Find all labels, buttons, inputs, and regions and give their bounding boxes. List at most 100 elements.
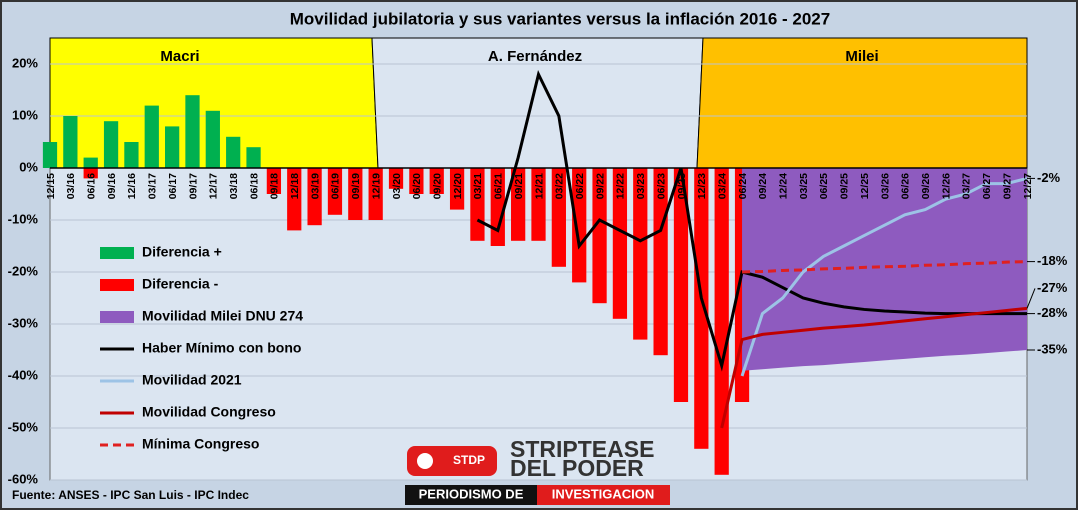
logo-badge-bg: [407, 446, 497, 476]
y-tick-label: -50%: [8, 419, 39, 434]
bar: [694, 168, 709, 449]
bar: [185, 95, 200, 168]
x-tick-label: 09/22: [594, 173, 606, 199]
legend-swatch: [100, 311, 134, 323]
bar: [83, 168, 98, 179]
source: Fuente: ANSES - IPC San Luis - IPC Indec: [12, 488, 249, 502]
x-tick-label: 12/26: [940, 173, 952, 199]
period-label: A. Fernández: [488, 48, 582, 65]
legend-label: Mínima Congreso: [142, 436, 259, 452]
logo-line1: STRIPTEASE: [510, 436, 654, 462]
legend-swatch: [100, 279, 134, 291]
x-tick-label: 09/24: [757, 173, 769, 199]
y-tick-label: -20%: [8, 263, 39, 278]
x-tick-label: 03/18: [228, 173, 240, 199]
bar: [368, 168, 383, 220]
logo-line2: DEL PODER: [510, 455, 644, 481]
bar: [409, 168, 424, 194]
x-tick-label: 03/24: [716, 173, 728, 199]
period-label: Milei: [845, 48, 878, 65]
x-tick-label: 12/17: [208, 173, 220, 199]
end-label: -2%: [1037, 170, 1061, 185]
end-label: -18%: [1037, 253, 1068, 268]
x-tick-label: 06/21: [493, 173, 505, 199]
x-tick-label: 09/18: [269, 173, 281, 199]
logo-tag-bg: [405, 485, 537, 505]
bar: [63, 116, 78, 168]
y-tick-label: 10%: [12, 107, 38, 122]
x-tick-label: 09/21: [513, 173, 525, 199]
x-tick-label: 12/21: [533, 173, 545, 199]
logo-tag-bg2: [537, 485, 670, 505]
bar: [572, 168, 587, 283]
x-tick-label: 03/20: [391, 173, 403, 199]
logo-tagline1: PERIODISMO DE: [419, 486, 524, 501]
x-tick-label: 09/26: [920, 173, 932, 199]
x-tick-label: 12/15: [45, 173, 57, 199]
x-tick-label: 06/27: [981, 173, 993, 199]
bar: [124, 142, 139, 168]
x-tick-label: 12/16: [126, 173, 138, 199]
chart-title: Movilidad jubilatoria y sus variantes ve…: [290, 9, 830, 28]
bar: [165, 126, 180, 168]
area: [742, 168, 1027, 371]
x-tick-label: 12/23: [696, 173, 708, 199]
x-tick-label: 03/25: [798, 173, 810, 199]
x-tick-label: 12/19: [370, 173, 382, 199]
x-tick-label: 09/25: [839, 173, 851, 199]
legend-label: Movilidad 2021: [142, 372, 242, 388]
x-tick-label: 06/25: [818, 173, 830, 199]
x-tick-label: 09/23: [676, 173, 688, 199]
legend-label: Movilidad Milei DNU 274: [142, 308, 303, 324]
legend-label: Haber Mínimo con bono: [142, 340, 301, 356]
end-label: -28%: [1037, 305, 1068, 320]
y-tick-label: -10%: [8, 211, 39, 226]
x-tick-label: 12/22: [615, 173, 627, 199]
bar: [103, 121, 119, 168]
x-tick-label: 03/16: [65, 173, 77, 199]
x-tick-label: 06/24: [737, 173, 749, 199]
y-tick-label: 0%: [19, 159, 38, 174]
x-tick-label: 06/22: [574, 173, 586, 199]
end-label: -35%: [1037, 341, 1068, 356]
legend-label: Movilidad Congreso: [142, 404, 276, 420]
x-tick-label: 09/16: [106, 173, 118, 199]
bar: [348, 168, 363, 220]
bar: [551, 168, 566, 267]
x-tick-label: 12/20: [452, 173, 464, 199]
x-tick-label: 03/26: [879, 173, 891, 199]
x-tick-label: 12/25: [859, 173, 871, 199]
x-tick-label: 06/17: [167, 173, 179, 199]
x-tick-label: 03/22: [554, 173, 566, 199]
x-tick-label: 12/18: [289, 173, 301, 199]
y-tick-label: -40%: [8, 367, 39, 382]
bar: [592, 168, 607, 304]
bar: [144, 105, 159, 168]
line: [742, 260, 1028, 274]
end-label: -27%: [1037, 280, 1068, 295]
x-tick-label: 06/23: [655, 173, 667, 199]
y-tick-label: -60%: [8, 471, 39, 486]
legend-label: Diferencia +: [142, 244, 222, 260]
bar: [42, 142, 58, 168]
bar: [612, 168, 628, 319]
x-tick-label: 03/27: [961, 173, 973, 199]
x-tick-label: 03/23: [635, 173, 647, 199]
x-tick-label: 09/20: [432, 173, 444, 199]
bar: [83, 157, 98, 168]
bar: [307, 168, 322, 226]
x-tick-label: 06/26: [900, 173, 912, 199]
bar: [388, 168, 404, 189]
x-tick-label: 09/17: [187, 173, 199, 199]
x-tick-label: 06/19: [330, 173, 342, 199]
x-tick-label: 12/24: [778, 173, 790, 199]
line: [476, 70, 1027, 372]
y-tick-label: -30%: [8, 315, 39, 330]
x-tick-label: 06/16: [85, 173, 97, 199]
bar: [205, 110, 220, 168]
bar: [714, 168, 729, 475]
bar: [633, 168, 648, 340]
logo-tagline2: INVESTIGACION: [552, 486, 655, 501]
x-tick-label: 03/17: [147, 173, 159, 199]
